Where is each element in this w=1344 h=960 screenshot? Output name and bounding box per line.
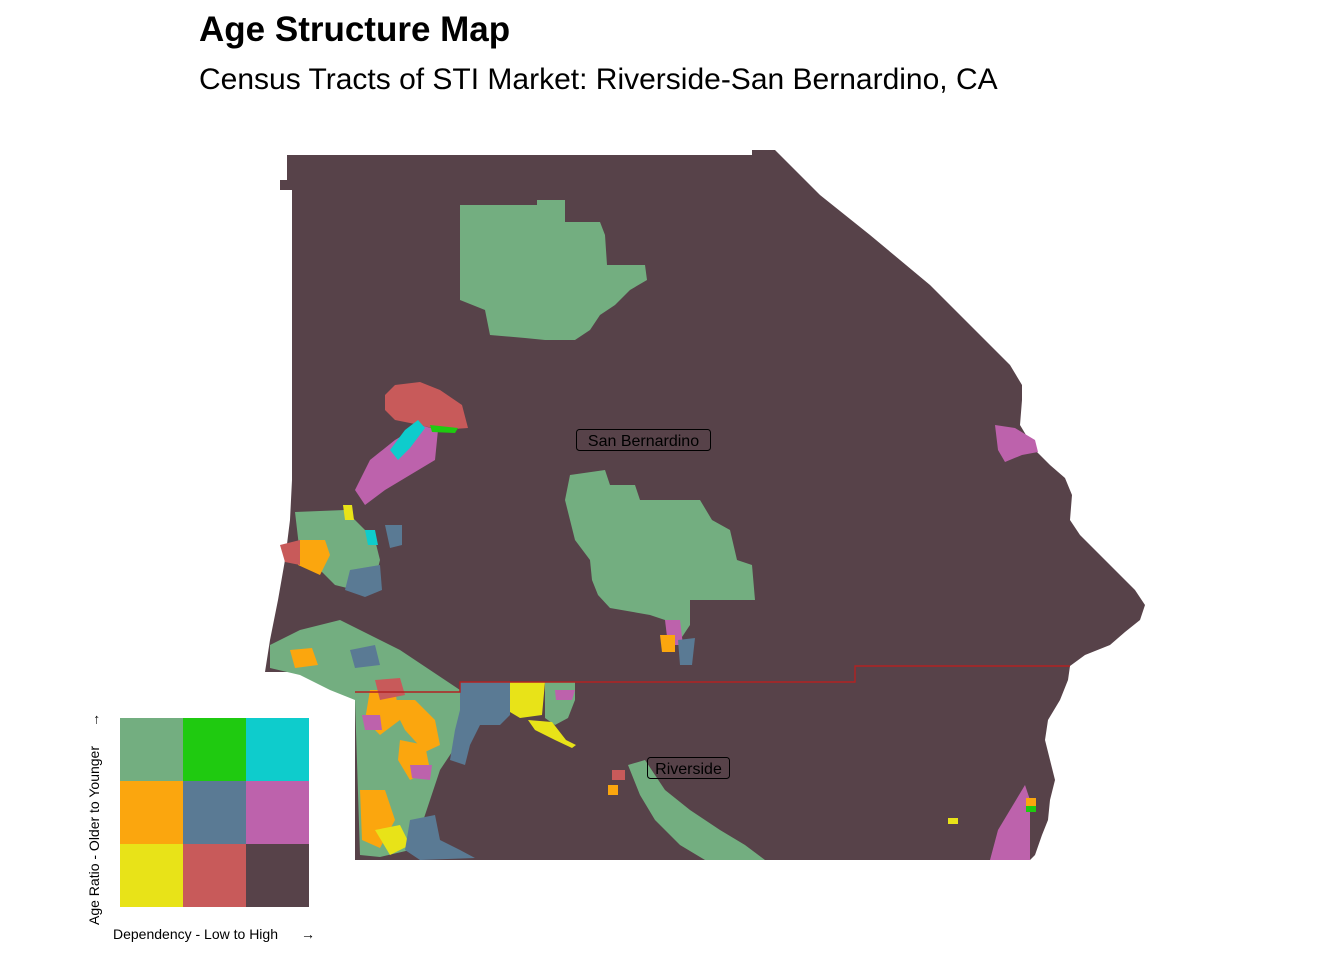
tract-patch bbox=[948, 818, 958, 824]
tract-patch bbox=[290, 648, 318, 668]
tract-patch bbox=[528, 720, 576, 748]
tract-patch bbox=[628, 760, 765, 860]
legend-x-label: Dependency - Low to High bbox=[113, 926, 278, 942]
tract-patch bbox=[298, 540, 330, 575]
county-border-line bbox=[355, 665, 1070, 693]
legend-y-label-group: Age Ratio - Older to Younger → bbox=[86, 713, 102, 925]
tract-patch bbox=[555, 690, 575, 700]
legend-y-label: Age Ratio - Older to Younger bbox=[86, 746, 102, 925]
tract-patch bbox=[450, 682, 510, 765]
legend-cell bbox=[246, 781, 309, 844]
legend-y-arrow: → bbox=[86, 713, 102, 727]
tract-patch bbox=[350, 645, 380, 668]
tract-patch bbox=[612, 770, 625, 780]
legend-cell bbox=[120, 844, 183, 907]
tract-patch bbox=[1026, 798, 1036, 806]
san-bernardino-county-shape bbox=[265, 150, 1145, 692]
county-label-san-bernardino: San Bernardino bbox=[576, 429, 711, 451]
legend-cell bbox=[183, 844, 246, 907]
tract-patch bbox=[678, 638, 695, 665]
tract-patch bbox=[990, 785, 1030, 860]
map-subtitle: Census Tracts of STI Market: Riverside-S… bbox=[199, 63, 998, 96]
tract-patches bbox=[270, 200, 1038, 860]
tract-patch bbox=[460, 200, 647, 340]
tract-patch bbox=[375, 678, 405, 700]
tract-patch bbox=[510, 682, 545, 718]
legend-cell bbox=[246, 718, 309, 781]
tract-patch bbox=[390, 700, 440, 752]
legend-cell bbox=[183, 718, 246, 781]
tract-patch bbox=[565, 470, 755, 640]
county-label-riverside: Riverside bbox=[647, 757, 730, 779]
tract-patch bbox=[390, 420, 425, 460]
tract-patch bbox=[365, 530, 378, 545]
county-label-text: San Bernardino bbox=[588, 433, 699, 450]
tract-patch bbox=[1026, 806, 1036, 812]
tract-patch bbox=[410, 765, 432, 780]
legend-cell bbox=[246, 844, 309, 907]
tract-patch bbox=[608, 785, 618, 795]
legend-x-arrow: → bbox=[301, 926, 315, 942]
tract-patch bbox=[362, 715, 382, 730]
legend-cell bbox=[183, 781, 246, 844]
tract-patch bbox=[270, 620, 470, 857]
map-title: Age Structure Map bbox=[199, 10, 511, 49]
legend-cell bbox=[120, 718, 183, 781]
bivariate-legend: Dependency - Low to High → Age Ratio - O… bbox=[84, 690, 324, 950]
tract-patch bbox=[343, 505, 354, 520]
tract-patch bbox=[660, 635, 675, 652]
legend-cell bbox=[120, 781, 183, 844]
legend-grid bbox=[120, 718, 309, 907]
tract-patch bbox=[995, 425, 1038, 462]
county-label-text: Riverside bbox=[655, 761, 722, 778]
tract-patch bbox=[280, 540, 300, 565]
tract-patch bbox=[385, 525, 402, 548]
tract-patch bbox=[355, 425, 438, 505]
tract-patch bbox=[375, 825, 410, 855]
tract-patch bbox=[385, 382, 468, 430]
tract-patch bbox=[345, 565, 382, 597]
tract-patch bbox=[430, 425, 458, 433]
tract-patch bbox=[405, 815, 475, 860]
